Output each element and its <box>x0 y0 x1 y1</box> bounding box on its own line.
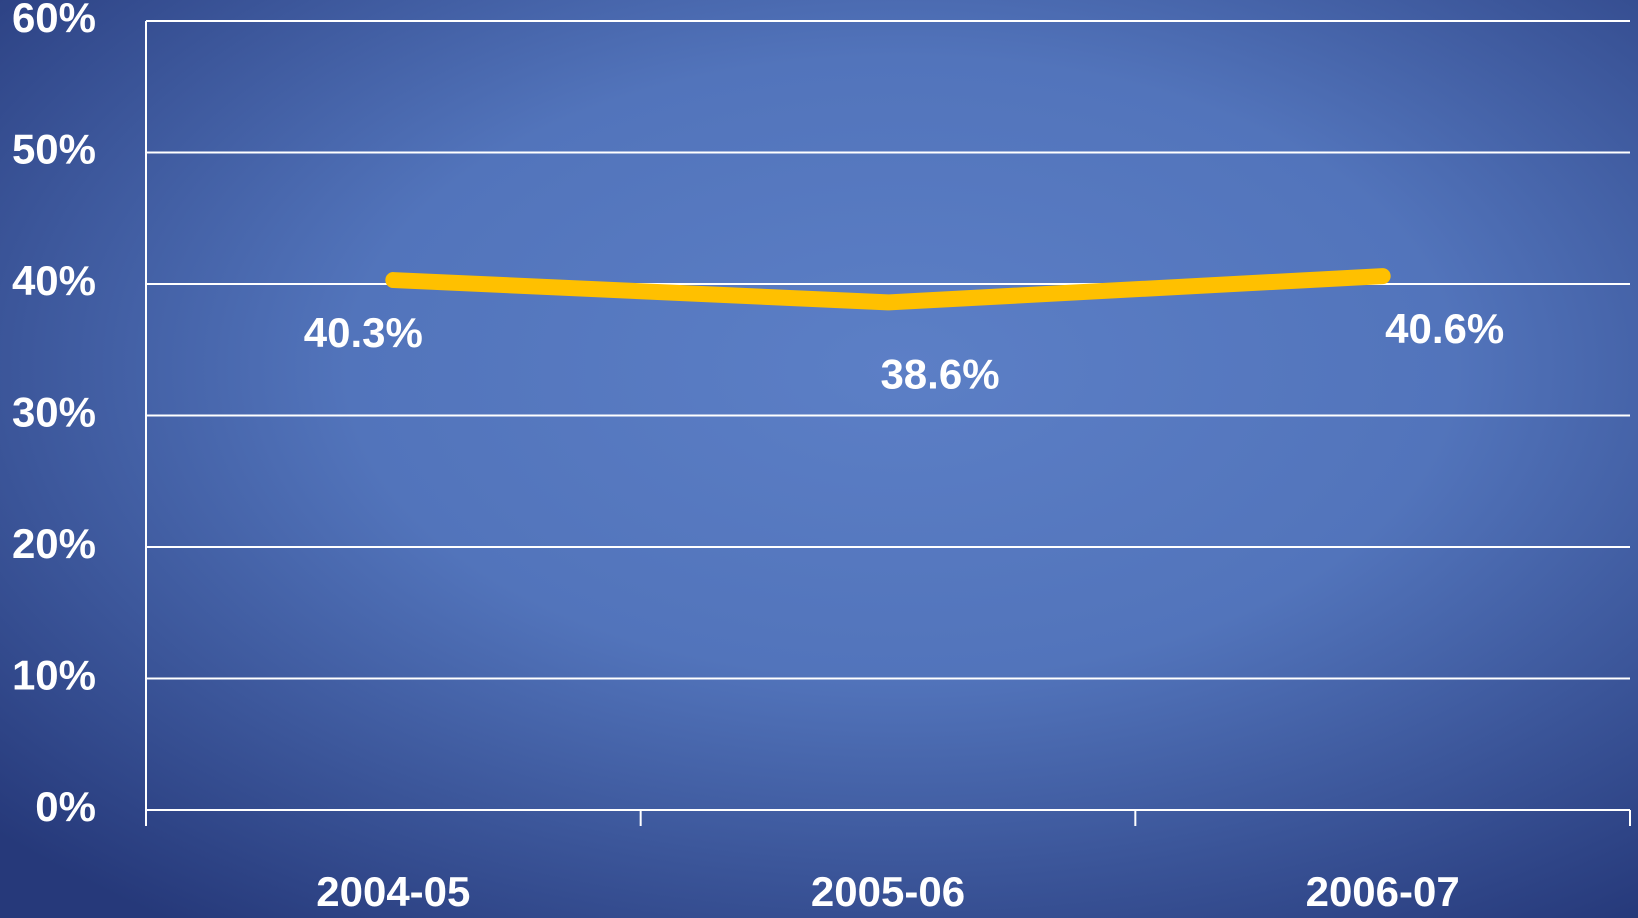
line <box>385 268 1391 311</box>
y-tick-label: 20% <box>12 520 96 567</box>
data-label: 40.6% <box>1385 305 1504 352</box>
y-tick-label: 10% <box>12 652 96 699</box>
y-tick-label: 30% <box>12 389 96 436</box>
y-tick-label: 60% <box>12 0 96 41</box>
data-label: 38.6% <box>880 351 999 398</box>
y-tick-label: 40% <box>12 257 96 304</box>
x-tick-label: 2005-06 <box>811 868 965 915</box>
y-tick-label: 50% <box>12 126 96 173</box>
y-tick-label: 0% <box>35 783 96 830</box>
x-tick-label: 2004-05 <box>316 868 470 915</box>
x-tick-label: 2006-07 <box>1306 868 1460 915</box>
data-label: 40.3% <box>304 309 423 356</box>
